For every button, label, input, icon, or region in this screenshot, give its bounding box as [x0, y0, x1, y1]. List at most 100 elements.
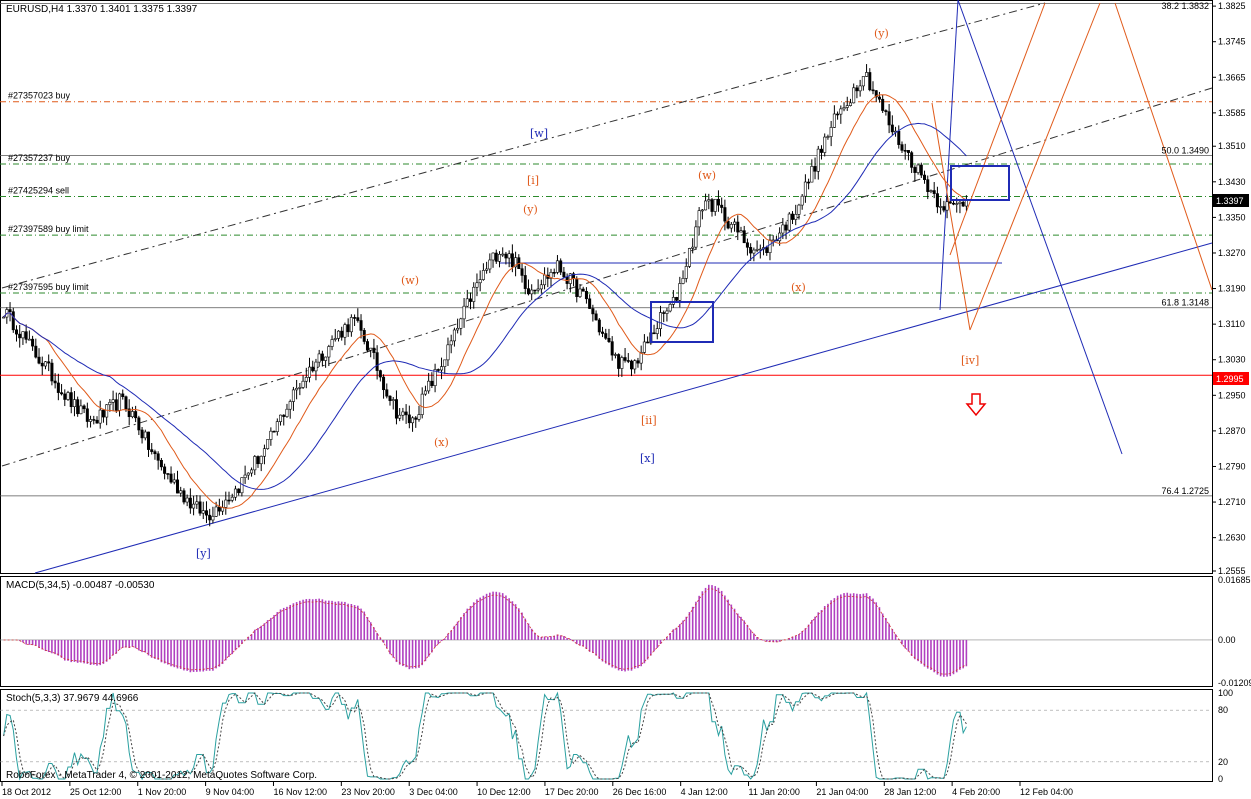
candle-body	[82, 405, 86, 410]
candle-body	[890, 124, 894, 133]
candle-body	[852, 87, 856, 104]
candle-body	[391, 399, 395, 401]
candle-body	[414, 417, 418, 420]
candle-body	[101, 409, 105, 418]
candle-body	[584, 290, 588, 300]
ma-fast-line	[3, 94, 967, 509]
candle-body	[478, 279, 482, 284]
candle-body	[153, 451, 157, 455]
candle-body	[504, 253, 508, 259]
orange-line-2	[931, 102, 971, 331]
candle-body	[198, 501, 202, 514]
candle-body	[423, 390, 427, 395]
candle-body	[246, 472, 250, 476]
candle-body	[932, 190, 936, 194]
candle-body	[359, 320, 363, 331]
order-label: #27357023 buy	[8, 91, 71, 101]
candle-body	[948, 201, 952, 204]
candle-body	[288, 401, 292, 410]
candle-body	[456, 327, 460, 331]
candle-body	[175, 479, 179, 494]
wave-label: [x]	[640, 452, 655, 465]
candle-body	[50, 362, 54, 382]
candle-body	[665, 310, 669, 314]
candle-body	[462, 305, 466, 320]
candle-body	[469, 298, 473, 302]
candle-body	[726, 220, 730, 229]
candle-body	[819, 148, 823, 153]
candle-body	[253, 456, 257, 471]
order-label: #27357237 buy	[8, 153, 71, 163]
candle-body	[114, 399, 118, 411]
wave-label: [w]	[530, 127, 548, 140]
macd-tick-label: 0.01685	[1218, 575, 1251, 585]
candle-body	[658, 312, 662, 329]
candle-body	[137, 417, 141, 431]
candle-body	[877, 96, 881, 100]
price-tick-label: 1.3510	[1218, 141, 1246, 151]
time-tick-label: 1 Nov 20:00	[138, 787, 187, 797]
candle-body	[952, 202, 956, 205]
candle-body	[842, 107, 846, 110]
candle-body	[716, 198, 720, 206]
candle-body	[250, 469, 254, 474]
wave-label: (x)	[791, 281, 806, 294]
candle-body	[588, 298, 592, 309]
price-tick-label: 1.2790	[1218, 461, 1246, 471]
time-tick-label: 4 Feb 20:00	[952, 787, 1000, 797]
candle-body	[60, 392, 64, 395]
candle-body	[923, 174, 927, 180]
candle-body	[752, 249, 756, 254]
candle-body	[623, 357, 627, 361]
candle-body	[124, 396, 128, 410]
candle-body	[903, 150, 907, 152]
wave-label: [y]	[196, 547, 211, 560]
candle-body	[346, 324, 350, 333]
candle-body	[749, 247, 753, 254]
candle-body	[549, 272, 553, 279]
candle-body	[72, 399, 76, 407]
candle-body	[163, 466, 167, 474]
candle-body	[404, 411, 408, 416]
candle-body	[172, 479, 176, 483]
candle-body	[472, 286, 476, 302]
candle-body	[298, 387, 302, 389]
time-tick-label: 4 Jan 12:00	[681, 787, 728, 797]
candle-body	[121, 393, 125, 397]
candle-body	[308, 366, 312, 378]
candle-body	[942, 206, 946, 211]
candle-body	[98, 409, 102, 424]
candle-body	[63, 393, 67, 400]
orange-line-4	[1114, 2, 1213, 291]
candle-body	[646, 341, 650, 344]
candle-body	[955, 203, 959, 205]
candle-body	[700, 209, 704, 212]
candle-body	[533, 289, 537, 292]
stoch-tick-label: 0	[1218, 774, 1223, 784]
candles	[2, 64, 968, 527]
candle-body	[530, 289, 534, 295]
candle-body	[11, 311, 15, 331]
candle-body	[781, 224, 785, 234]
main-panel	[0, 0, 1213, 574]
candle-body	[449, 340, 453, 346]
candle-body	[691, 246, 695, 249]
candle-body	[713, 198, 717, 212]
down-arrow-icon	[965, 393, 987, 417]
candle-body	[401, 411, 405, 416]
candle-body	[53, 380, 57, 384]
wave-label: (w)	[401, 274, 419, 287]
candle-body	[301, 380, 305, 388]
candle-body	[733, 221, 737, 225]
candle-body	[372, 347, 376, 353]
candle-body	[211, 516, 215, 521]
price-tick-label: 1.3665	[1218, 72, 1246, 82]
candle-body	[845, 105, 849, 108]
candle-body	[555, 260, 559, 273]
macd-signal-line	[3, 588, 967, 675]
candle-body	[910, 152, 914, 168]
candle-body	[340, 330, 344, 338]
candle-body	[633, 360, 637, 370]
candle-body	[343, 324, 347, 338]
macd-histogram: 0.01685 0.00 -0.01209	[0, 575, 1251, 688]
